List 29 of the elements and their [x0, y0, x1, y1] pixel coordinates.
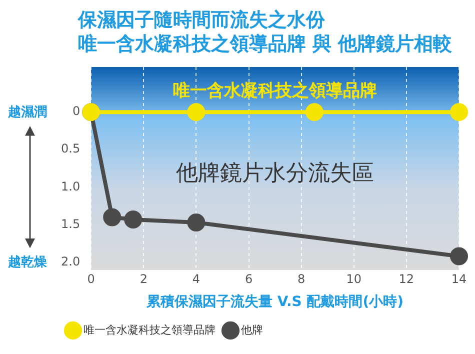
annotation: 他牌鏡片水分流失區 [176, 161, 374, 186]
chart-subtitle: 唯一含水凝科技之領導品牌 與 他牌鏡片相較 [78, 32, 454, 56]
x-tick-label: 6 [244, 272, 253, 286]
text: 越濕潤 [8, 104, 47, 122]
y-tick-label: 1.0 [60, 179, 80, 194]
point [103, 208, 122, 226]
y-tick-label: 1.5 [60, 216, 80, 231]
point [187, 213, 206, 232]
annotation: 唯一含水凝科技之領導品牌 [173, 80, 378, 101]
x-axis-title: 累積保濕因子流失量 V.S 配戴時間(小時) [146, 293, 404, 310]
point [305, 103, 324, 122]
chart-title: 保濕因子隨時間而流失之水份 [78, 8, 326, 32]
point [187, 103, 206, 122]
x-tick-label: 2 [140, 272, 148, 286]
x-tick-label: 0 [87, 272, 95, 286]
text: 越乾燥 [8, 254, 47, 272]
point [124, 210, 142, 228]
x-tick-label: 8 [298, 272, 306, 286]
x-tick-label: 10 [346, 272, 362, 286]
point [450, 103, 468, 122]
x-tick-label: 4 [192, 272, 200, 286]
x-tick-label: 12 [398, 272, 414, 286]
legend-label: 唯一含水凝科技之領導品牌 [84, 323, 216, 336]
y-tick-label: 0 [72, 104, 80, 118]
legend-label: 他牌 [241, 323, 263, 336]
point [450, 247, 468, 266]
y-tick-label: 0.5 [60, 142, 80, 156]
y-tick-label: 2.0 [60, 254, 80, 268]
x-tick-label: 14 [451, 272, 467, 286]
